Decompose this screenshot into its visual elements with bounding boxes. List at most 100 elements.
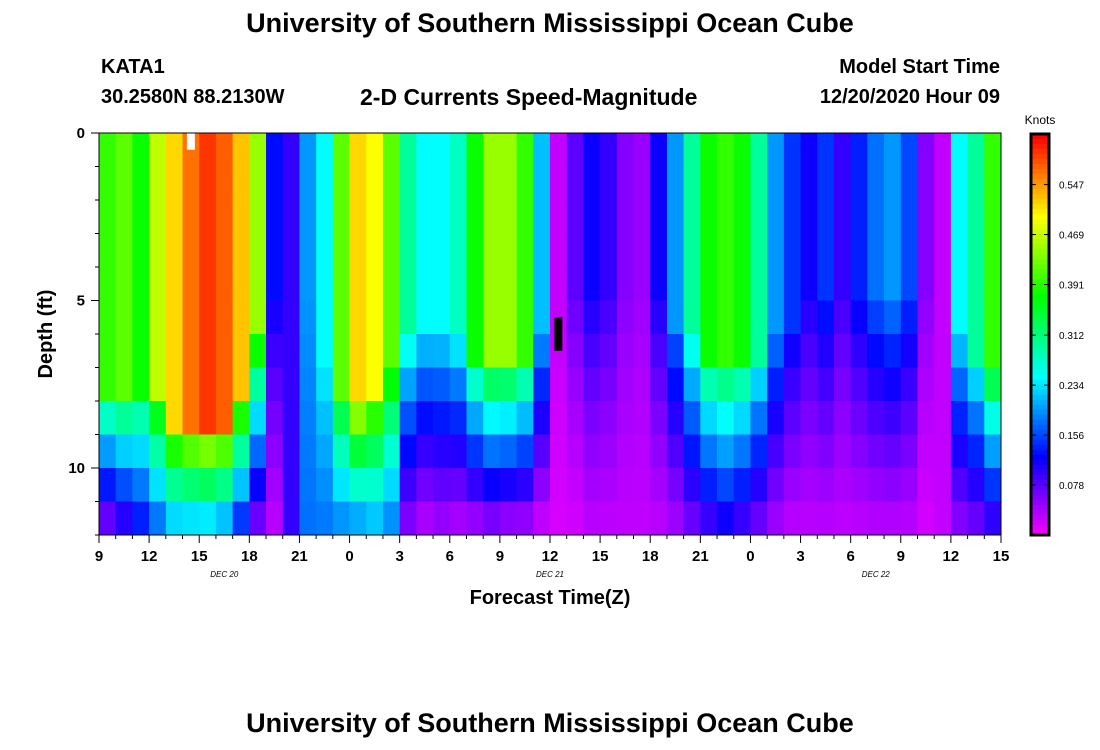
heatmap-cell (182, 501, 200, 536)
heatmap-cell (232, 434, 250, 469)
missing-data-cell (554, 317, 563, 351)
heatmap-cell (950, 300, 968, 335)
heatmap-cell (700, 367, 718, 402)
heatmap-cell (449, 166, 467, 201)
heatmap-cell (132, 200, 150, 234)
heatmap-cell (950, 501, 968, 536)
heatmap-cell (917, 401, 935, 435)
colorbar-tick-label: 0.156 (1059, 431, 1084, 442)
heatmap-cell (416, 166, 434, 201)
colorbar-segment (1031, 159, 1049, 165)
heatmap-cell (349, 233, 367, 268)
heatmap-cell (232, 233, 250, 268)
heatmap-cell (332, 367, 350, 402)
heatmap-cell (382, 133, 401, 167)
heatmap-cell (900, 166, 918, 201)
heatmap-cell (533, 133, 551, 167)
heatmap-cell (850, 401, 868, 435)
heatmap-cell (349, 200, 367, 234)
heatmap-cell (817, 334, 835, 368)
colorbar-segment (1031, 354, 1049, 361)
heatmap-cell (884, 133, 902, 167)
heatmap-cell (850, 334, 868, 368)
heatmap-cell (800, 166, 818, 201)
heatmap-cell (299, 166, 317, 201)
heatmap-cell (115, 133, 133, 167)
heatmap-cell (850, 166, 868, 201)
heatmap-cell (600, 468, 618, 502)
heatmap-cell (416, 367, 434, 402)
heatmap-cell (232, 200, 250, 234)
heatmap-cell (399, 300, 417, 335)
colorbar-segment (1031, 379, 1049, 386)
heatmap-cell (767, 367, 785, 402)
heatmap-cell (616, 434, 634, 469)
heatmap-cell (366, 200, 384, 234)
heatmap-cell (917, 501, 935, 536)
x-tick-label: 3 (796, 548, 804, 565)
heatmap-cell (650, 434, 668, 469)
heatmap-cell (382, 300, 401, 335)
heatmap-cell (583, 233, 601, 268)
colorbar-segment (1031, 204, 1049, 210)
heatmap-cell (833, 468, 852, 502)
heatmap-cell (967, 200, 985, 234)
heatmap-cell (817, 468, 835, 502)
heatmap-cell (433, 133, 451, 167)
colorbar-segment (1031, 514, 1049, 521)
heatmap-cell (884, 267, 902, 301)
heatmap-cell (583, 401, 601, 435)
heatmap-cell (867, 267, 885, 301)
heatmap-cell (499, 166, 517, 201)
heatmap-cell (650, 267, 668, 301)
heatmap-cell (232, 133, 250, 167)
heatmap-cell (884, 468, 902, 502)
heatmap-cell (783, 200, 801, 234)
heatmap-cell (232, 334, 250, 368)
heatmap-cell (332, 434, 350, 469)
x-tick-label: 0 (345, 548, 353, 565)
x-tick-label: 15 (592, 548, 609, 565)
heatmap-cell (917, 233, 935, 268)
heatmap-cell (483, 133, 501, 167)
colorbar-segment (1031, 319, 1049, 326)
heatmap-cell (215, 434, 234, 469)
heatmap-cell (767, 401, 785, 435)
heatmap-cell (165, 501, 183, 536)
heatmap-cell (282, 233, 300, 268)
heatmap-cell (867, 501, 885, 536)
heatmap-cell (416, 267, 434, 301)
heatmap-cell (199, 334, 217, 368)
heatmap-cell (316, 334, 334, 368)
heatmap-cell (884, 200, 902, 234)
heatmap-cell (115, 300, 133, 335)
heatmap-cell (399, 501, 417, 536)
heatmap-cell (533, 434, 551, 469)
heatmap-cell (399, 334, 417, 368)
heatmap-cell (215, 334, 234, 368)
heatmap-cell (416, 334, 434, 368)
heatmap-cell (600, 166, 618, 201)
heatmap-cell (483, 200, 501, 234)
heatmap-cell (650, 200, 668, 234)
heatmap-cell (800, 133, 818, 167)
heatmap-cell (934, 468, 952, 502)
heatmap-cell (366, 300, 384, 335)
heatmap-cell (366, 367, 384, 402)
heatmap-cell (984, 401, 1002, 435)
heatmap-cell (867, 367, 885, 402)
colorbar-segment (1031, 414, 1049, 421)
heatmap-cell (550, 334, 568, 368)
model-start-label: Model Start Time (839, 56, 1000, 78)
heatmap-cell (516, 233, 534, 268)
heatmap-cell (950, 367, 968, 402)
heatmap-cell (316, 468, 334, 502)
heatmap-cell (950, 233, 968, 268)
heatmap-cell (165, 468, 183, 502)
heatmap-cell (566, 300, 584, 335)
heatmap-cell (733, 434, 751, 469)
heatmap-cell (349, 468, 367, 502)
heatmap-cell (783, 267, 801, 301)
heatmap-cell (266, 200, 284, 234)
heatmap-cell (900, 334, 918, 368)
